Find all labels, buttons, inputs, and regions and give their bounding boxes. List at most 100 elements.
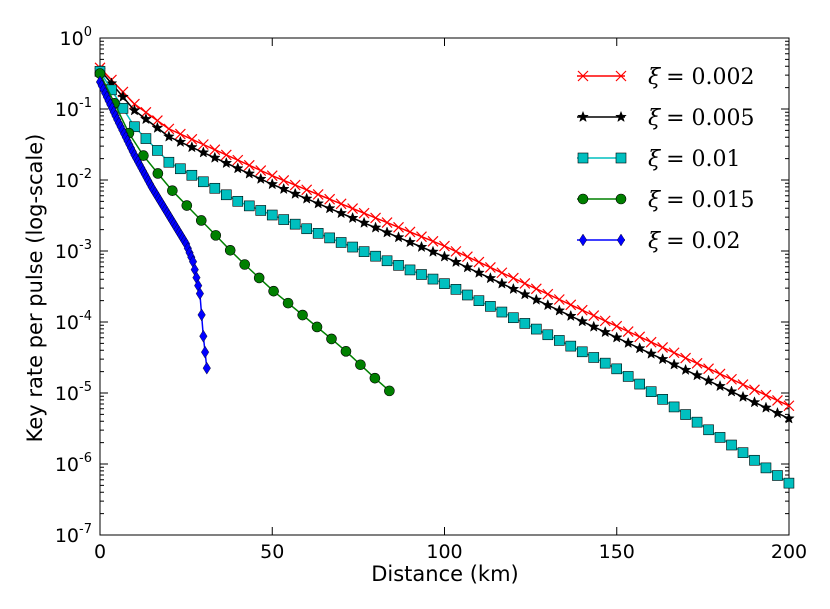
legend-entry: ξ = 0.002 (577, 65, 755, 90)
data-point (565, 299, 577, 311)
x-tick-label: 50 (260, 541, 284, 563)
x-tick-label: 0 (94, 541, 106, 563)
data-point (645, 347, 658, 359)
data-point (610, 331, 623, 343)
data-point (726, 373, 737, 385)
data-point (198, 176, 209, 188)
data-point (221, 189, 232, 201)
y-tick-label: 10-7 (55, 522, 92, 547)
y-tick-base: 10 (55, 454, 79, 476)
data-point (427, 235, 439, 247)
data-point (450, 245, 462, 257)
data-point (340, 346, 352, 357)
legend-label: ξ = 0.015 (648, 188, 755, 213)
data-point (507, 282, 520, 295)
data-point (439, 278, 450, 289)
data-point (611, 320, 623, 332)
data-point (324, 232, 335, 244)
data-point (195, 287, 204, 300)
data-point (645, 386, 657, 397)
data-point (152, 168, 164, 179)
data-point (243, 200, 255, 212)
data-point (289, 179, 301, 191)
data-point (749, 384, 760, 396)
data-point (576, 304, 588, 316)
data-point (202, 361, 211, 375)
data-point (519, 318, 531, 329)
y-tick-exponent: -1 (79, 96, 92, 111)
data-point (404, 226, 416, 238)
data-point (282, 297, 294, 309)
series-3 (94, 68, 395, 397)
data-point (691, 416, 703, 428)
data-point (140, 133, 152, 144)
data-point (542, 329, 554, 341)
data-point (599, 325, 612, 338)
data-point (680, 352, 692, 364)
data-point (622, 336, 635, 349)
series-1 (94, 63, 795, 424)
data-point (473, 295, 485, 306)
data-point (312, 197, 325, 209)
y-tick-base: 10 (55, 525, 79, 547)
data-point (326, 333, 337, 345)
y-tick-exponent: -2 (79, 167, 92, 182)
data-point (615, 70, 627, 82)
data-point (760, 462, 772, 474)
y-tick-base: 10 (55, 99, 79, 121)
legend-entry: ξ = 0.01 (577, 147, 741, 172)
data-point (255, 205, 267, 216)
data-point (622, 371, 634, 382)
x-tick-label: 150 (599, 541, 635, 563)
data-point (208, 151, 221, 163)
data-point (427, 273, 439, 285)
data-point (266, 209, 278, 221)
legend-label: ξ = 0.01 (648, 147, 741, 172)
data-point (174, 128, 186, 140)
data-point (163, 156, 175, 168)
y-tick-label: 10-1 (55, 96, 92, 121)
data-point (679, 363, 692, 376)
data-point (495, 277, 508, 289)
data-point (209, 144, 221, 156)
data-point (210, 230, 222, 241)
data-point (588, 310, 600, 321)
y-tick-label: 10-4 (55, 309, 92, 334)
data-point (518, 288, 531, 300)
data-point (564, 309, 577, 322)
data-point (760, 389, 772, 401)
data-point (616, 233, 626, 247)
data-point (174, 135, 187, 148)
x-axis-label: Distance (km) (371, 562, 519, 586)
data-point (484, 272, 497, 284)
data-point (312, 189, 324, 200)
data-point (542, 288, 554, 300)
y-tick-exponent: 0 (84, 25, 92, 40)
data-point (358, 246, 370, 257)
y-tick-base: 10 (60, 28, 84, 50)
data-point (760, 401, 772, 413)
data-point (622, 326, 634, 337)
data-point (577, 70, 589, 82)
legend-symbol: ξ (648, 106, 662, 131)
legend-entry: ξ = 0.015 (577, 188, 755, 213)
data-point (737, 390, 749, 402)
data-point (703, 363, 714, 375)
x-tick-label: 200 (771, 541, 807, 563)
data-point (195, 215, 207, 226)
data-point (576, 315, 589, 327)
legend-label: ξ = 0.02 (648, 229, 741, 254)
data-point (369, 372, 381, 384)
data-point (128, 104, 141, 116)
data-point (278, 214, 290, 225)
data-point (772, 470, 783, 481)
data-point (450, 255, 462, 268)
data-point (657, 394, 668, 405)
data-point (496, 267, 508, 279)
data-point (268, 285, 279, 297)
data-point (473, 256, 485, 268)
data-point (771, 406, 784, 419)
data-point (416, 231, 427, 243)
data-point (301, 184, 313, 196)
